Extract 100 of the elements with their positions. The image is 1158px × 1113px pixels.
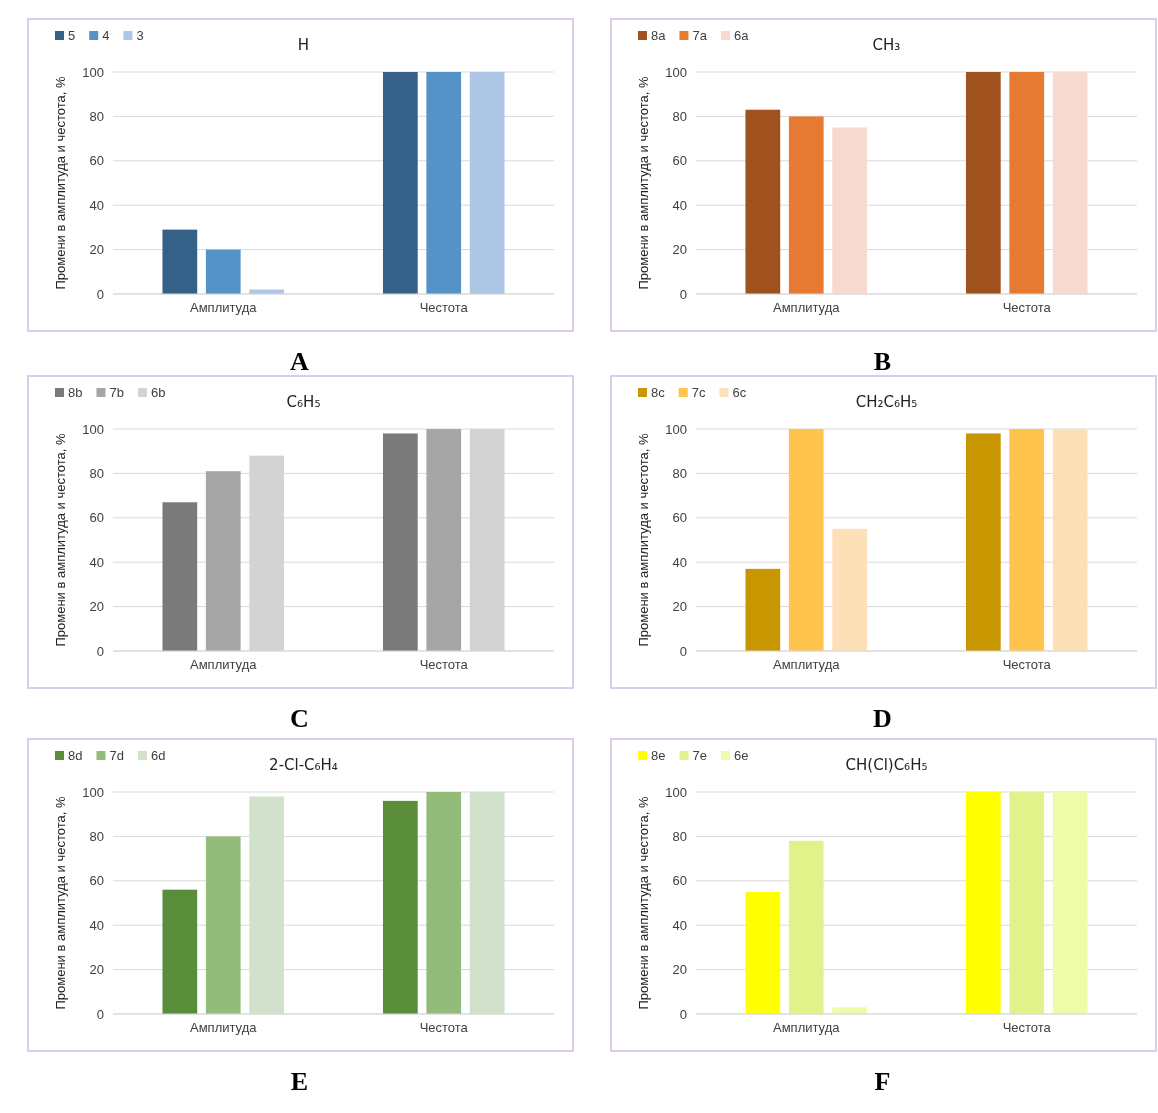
bar <box>788 429 824 651</box>
legend-label: 6c <box>732 385 747 400</box>
y-tick-label: 100 <box>665 421 687 437</box>
y-tick-label: 20 <box>672 599 687 615</box>
legend-label: 5 <box>68 28 76 43</box>
x-tick-label: Честота <box>419 300 469 316</box>
y-tick-label: 40 <box>89 917 104 933</box>
y-tick-label: 80 <box>672 829 687 845</box>
y-tick-label: 0 <box>679 286 687 302</box>
legend-label: 7b <box>109 385 124 400</box>
x-tick-label: Честота <box>419 657 469 673</box>
bar <box>426 429 462 651</box>
bar <box>965 792 1001 1014</box>
chart-title: H <box>297 36 310 54</box>
chart-title: CH₃ <box>872 36 901 54</box>
y-tick-label: 40 <box>672 554 687 570</box>
y-axis-title: Промени в амплитуда и честота, % <box>636 76 651 290</box>
y-tick-label: 100 <box>665 64 687 80</box>
y-axis-title: Промени в амплитуда и честота, % <box>53 796 68 1010</box>
legend-label: 8c <box>651 385 666 400</box>
y-tick-label: 20 <box>89 962 104 978</box>
bar <box>965 433 1001 651</box>
bar <box>469 792 505 1014</box>
y-axis-title: Промени в амплитуда и честота, % <box>53 76 68 290</box>
y-tick-label: 100 <box>665 784 687 800</box>
bar <box>1052 72 1088 294</box>
y-tick-label: 60 <box>672 873 687 889</box>
bar <box>788 116 824 294</box>
bar <box>788 840 824 1014</box>
x-tick-label: Честота <box>1002 657 1052 673</box>
y-tick-label: 40 <box>672 917 687 933</box>
legend-label: 7a <box>692 28 708 43</box>
legend-label: 8a <box>651 28 667 43</box>
legend-label: 8b <box>68 385 83 400</box>
y-tick-label: 100 <box>82 421 104 437</box>
y-tick-label: 80 <box>89 466 104 482</box>
legend-label: 6b <box>150 385 166 400</box>
y-tick-label: 100 <box>82 784 104 800</box>
x-tick-label: Честота <box>1002 1020 1052 1036</box>
bar <box>205 836 241 1014</box>
bar <box>162 502 198 651</box>
legend-label: 6a <box>733 28 750 43</box>
y-tick-label: 80 <box>672 466 687 482</box>
bar <box>382 800 418 1014</box>
x-tick-label: Амплитуда <box>773 300 841 316</box>
legend-label: 4 <box>102 28 110 43</box>
y-axis-title: Промени в амплитуда и честота, % <box>53 433 68 647</box>
y-axis-title: Промени в амплитуда и честота, % <box>636 796 651 1010</box>
x-tick-label: Амплитуда <box>190 1020 258 1036</box>
bar <box>1009 429 1045 651</box>
bar <box>469 72 505 294</box>
bar <box>745 568 781 651</box>
x-tick-label: Честота <box>1002 300 1052 316</box>
legend-label: 7d <box>109 748 124 763</box>
y-tick-label: 0 <box>96 643 104 659</box>
text: E <box>290 1067 309 1096</box>
legend-label: 7e <box>692 748 707 763</box>
bar <box>1009 792 1045 1014</box>
text: F <box>874 1067 891 1096</box>
x-tick-label: Амплитуда <box>190 300 258 316</box>
y-tick-label: 100 <box>82 64 104 80</box>
bar <box>1052 429 1088 651</box>
bar <box>426 72 462 294</box>
y-tick-label: 60 <box>89 873 104 889</box>
x-tick-label: Амплитуда <box>190 657 258 673</box>
y-tick-label: 0 <box>96 1006 104 1022</box>
y-tick-label: 0 <box>679 643 687 659</box>
bar <box>965 72 1001 294</box>
chart-title: 2-Cl-C₆H₄ <box>269 756 338 774</box>
bar <box>162 229 198 294</box>
text: D <box>873 704 892 733</box>
legend-label: 3 <box>136 28 144 43</box>
y-tick-label: 60 <box>89 153 104 169</box>
chart-title: C₆H₅ <box>286 393 321 411</box>
y-tick-label: 60 <box>672 510 687 526</box>
bar <box>249 796 285 1014</box>
y-tick-label: 20 <box>89 599 104 615</box>
legend-label: 6d <box>150 748 166 763</box>
bar <box>1009 72 1045 294</box>
text: B <box>873 347 892 376</box>
bar <box>745 109 781 294</box>
bar <box>426 792 462 1014</box>
y-tick-label: 80 <box>672 109 687 125</box>
y-axis-title: Промени в амплитуда и честота, % <box>636 433 651 647</box>
y-tick-label: 40 <box>672 197 687 213</box>
text: A <box>290 347 310 376</box>
bar <box>832 528 868 651</box>
x-tick-label: Амплитуда <box>773 657 841 673</box>
legend-label: 8e <box>651 748 666 763</box>
bar <box>832 127 868 294</box>
y-tick-label: 40 <box>89 197 104 213</box>
y-tick-label: 80 <box>89 829 104 845</box>
y-tick-label: 60 <box>672 153 687 169</box>
y-tick-label: 80 <box>89 109 104 125</box>
chart-title: CH(Cl)C₆H₅ <box>845 756 928 774</box>
text: C <box>290 704 309 733</box>
legend-label: 8d <box>68 748 83 763</box>
bar <box>832 1007 868 1014</box>
y-tick-label: 0 <box>96 286 104 302</box>
y-tick-label: 60 <box>89 510 104 526</box>
